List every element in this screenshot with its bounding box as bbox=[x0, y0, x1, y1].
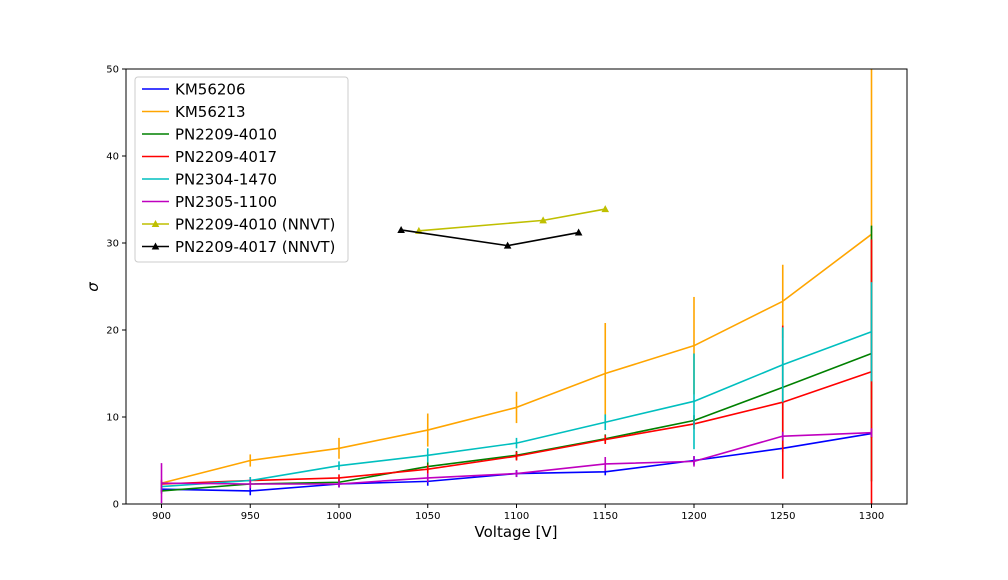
legend-box bbox=[134, 76, 349, 263]
data-point bbox=[601, 205, 610, 213]
legend-label: PN2209-4017 bbox=[175, 148, 277, 166]
legend-entry: PN2209-4010 (NNVT) bbox=[142, 216, 335, 234]
legend-label: PN2209-4010 bbox=[175, 126, 277, 144]
legend-entry: PN2209-4010 bbox=[142, 126, 277, 144]
x-tick-label: 1150 bbox=[593, 511, 618, 522]
legend-marker bbox=[151, 242, 160, 250]
y-axis-label: σ bbox=[84, 282, 102, 292]
legend-entry: PN2209-4017 (NNVT) bbox=[142, 238, 335, 256]
axes-layer: 900 950 1000 1050 1100 1150 1200 1250 1300 0 10 20 3… bbox=[106, 65, 908, 522]
series-line bbox=[161, 371, 872, 485]
x-tick-label: 1250 bbox=[770, 511, 795, 522]
series-line bbox=[161, 431, 872, 485]
x-tick-label: 1000 bbox=[326, 511, 351, 522]
legend-entry: PN2305-1100 bbox=[142, 193, 277, 211]
legend-label: KM56206 bbox=[175, 81, 246, 99]
legend-entry: KM56213 bbox=[142, 103, 246, 121]
legend-marker bbox=[151, 220, 160, 227]
legend-entry: PN2209-4017 bbox=[142, 148, 277, 166]
legend-entry: KM56206 bbox=[142, 81, 246, 99]
series-7 bbox=[397, 225, 583, 249]
legend-label: PN2304-1470 bbox=[175, 171, 277, 189]
y-tick-label: 20 bbox=[106, 326, 119, 337]
series-4 bbox=[160, 282, 873, 491]
series-layer bbox=[160, 69, 873, 504]
data-point bbox=[539, 216, 547, 224]
data-point bbox=[397, 225, 405, 233]
x-axis-label: Voltage [V] bbox=[475, 523, 558, 541]
y-tick-label: 30 bbox=[106, 239, 119, 250]
y-tick-label: 40 bbox=[106, 152, 119, 163]
data-point bbox=[503, 241, 512, 249]
y-tick-label: 0 bbox=[113, 500, 119, 511]
y-tick-label: 10 bbox=[106, 413, 119, 424]
series-5 bbox=[160, 428, 873, 504]
legend: KM56206 KM56213 PN2209-4010 PN2209-4017 PN23… bbox=[134, 76, 349, 263]
x-tick-label: 1300 bbox=[859, 511, 884, 522]
legend-label: KM56213 bbox=[175, 103, 246, 121]
x-tick-label: 900 bbox=[152, 511, 171, 522]
series-line bbox=[161, 233, 872, 484]
x-tick-label: 1050 bbox=[415, 511, 440, 522]
series-line bbox=[161, 330, 872, 488]
legend-label: PN2305-1100 bbox=[175, 193, 277, 211]
legend-entry: PN2304-1470 bbox=[142, 171, 277, 189]
y-tick-label: 50 bbox=[106, 65, 119, 76]
x-tick-label: 950 bbox=[241, 511, 260, 522]
legend-label: PN2209-4010 (NNVT) bbox=[175, 216, 335, 234]
data-point bbox=[574, 228, 583, 236]
x-tick-label: 1100 bbox=[504, 511, 529, 522]
legend-label: PN2209-4017 (NNVT) bbox=[175, 238, 335, 256]
x-tick-label: 1200 bbox=[681, 511, 706, 522]
